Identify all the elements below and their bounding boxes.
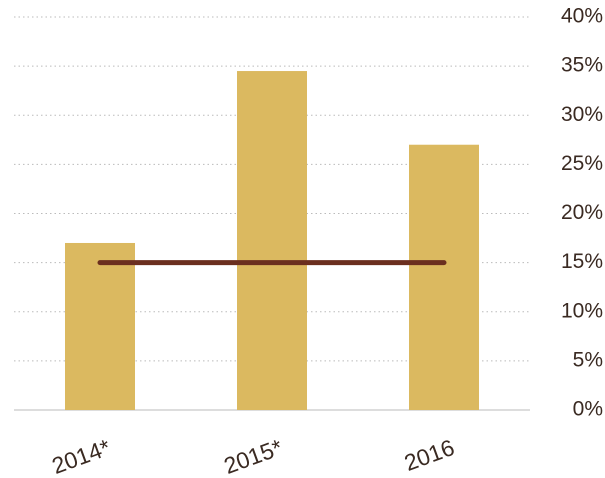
- bar: [409, 144, 479, 410]
- y-tick-label: 15%: [561, 250, 603, 273]
- y-tick-label: 30%: [561, 103, 603, 126]
- bar: [237, 71, 307, 410]
- y-tick-label: 5%: [573, 348, 603, 371]
- y-tick-label: 0%: [573, 398, 603, 421]
- y-tick-label: 40%: [561, 5, 603, 28]
- y-tick-label: 25%: [561, 152, 603, 175]
- y-tick-label: 10%: [561, 299, 603, 322]
- x-tick-label: 2016: [401, 434, 458, 476]
- x-tick-label: 2014*: [48, 434, 113, 478]
- bar: [65, 242, 135, 410]
- y-tick-label: 20%: [561, 201, 603, 224]
- y-tick-label: 35%: [561, 54, 603, 77]
- x-tick-label: 2015*: [220, 434, 285, 478]
